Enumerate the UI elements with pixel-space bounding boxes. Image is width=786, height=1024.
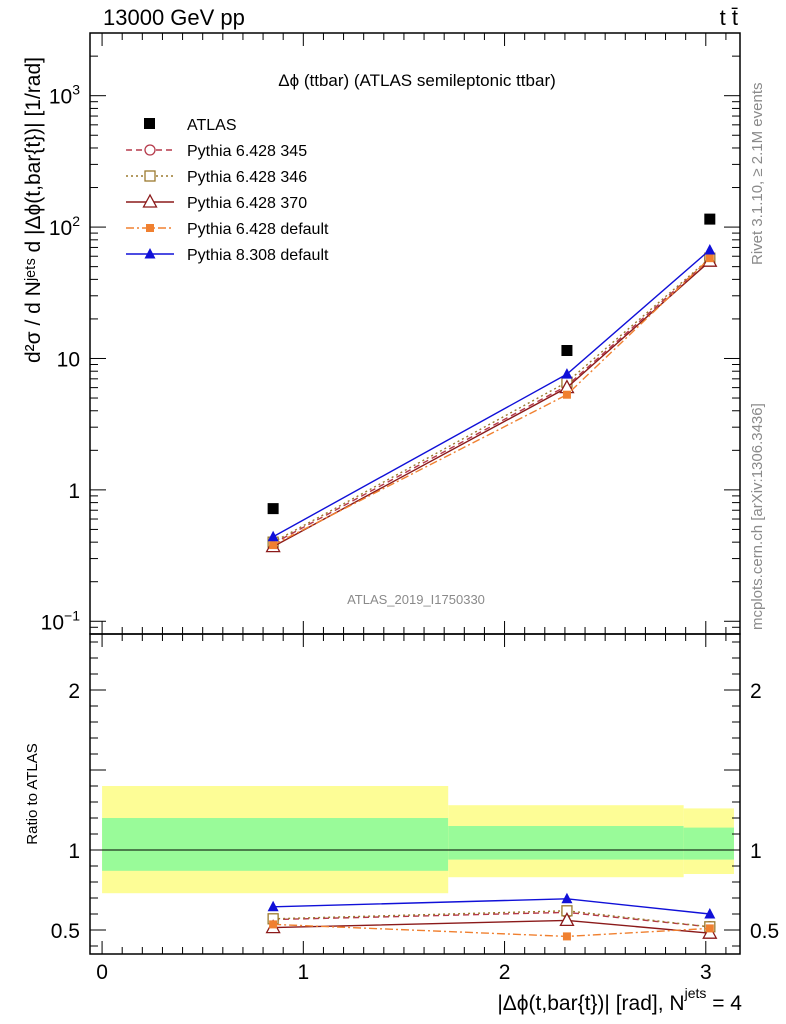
legend-label-pythia-8-308-default: Pythia 8.308 default: [187, 247, 329, 264]
ratio-line-pythia-6-428-346: [273, 910, 710, 928]
ratio-y-tick-label-right: 0.5: [750, 920, 779, 943]
main-point-pythia-8-308-default: [267, 530, 279, 542]
analysis-watermark: ATLAS_2019_I1750330: [347, 592, 485, 607]
legend-marker-pythia-6-428-346: [144, 170, 156, 182]
y-tick-label-exponent: 3: [72, 82, 80, 98]
atlas-data-point: [704, 213, 716, 225]
legend-label-pythia-6-428-default: Pythia 6.428 default: [187, 221, 329, 238]
ratio-point-pythia-6-428-370: [559, 912, 575, 927]
atlas-data-point: [267, 503, 279, 515]
legend-marker-pythia-6-428-370: [142, 193, 158, 208]
ratio-y-axis-label: Ratio to ATLAS: [24, 743, 41, 844]
header-process-label: 13000 GeV pp: [103, 5, 245, 30]
main-line-pythia-6-428-370: [272, 260, 711, 548]
series-group: [265, 213, 718, 941]
ratio-y-tick-label: 2: [68, 680, 80, 703]
ratio-point-pythia-8-308-default: [561, 892, 573, 904]
plot-title: Δϕ (ttbar) (ATLAS semileptonic ttbar): [278, 71, 556, 90]
legend-label-pythia-6-428-346: Pythia 6.428 346: [187, 169, 307, 186]
x-tick-label: 0: [96, 961, 108, 984]
x-tick-label: 2: [499, 961, 511, 984]
ratio-point-pythia-8-308-default: [267, 900, 279, 912]
main-point-pythia-6-428-default: [269, 541, 278, 550]
ratio-band-green: [448, 826, 684, 860]
header-ttbar-label: t t̄: [720, 5, 738, 30]
legend: ATLAS Pythia 6.428 345 Pythia 6.428 346 Pyt…: [126, 117, 329, 264]
main-line-pythia-8-308-default: [272, 249, 711, 538]
legend-label-pythia-6-428-370: Pythia 6.428 370: [187, 195, 307, 212]
y-tick-label-base: 10: [41, 611, 64, 634]
atlas-data-point: [561, 345, 573, 357]
legend-marker-atlas: [144, 118, 155, 129]
ratio-point-pythia-6-428-default: [562, 932, 571, 941]
ratio-band-green: [102, 818, 449, 871]
y-tick-label: 1: [68, 480, 80, 503]
x-axis-label: |Δϕ(t,bar{t})| [rad], Njets = 4: [497, 985, 742, 1015]
legend-label-atlas: ATLAS: [187, 117, 237, 134]
x-tick-label: 3: [700, 961, 712, 984]
legend-label-pythia-6-428-345: Pythia 6.428 345: [187, 143, 307, 160]
ratio-y-tick-label-right: 1: [750, 840, 762, 863]
x-axis-label-tail: = 4: [706, 992, 742, 1015]
y-tick-label-exponent: 2: [72, 213, 80, 229]
y-tick-label-base: 10: [57, 348, 80, 371]
ratio-band-green: [683, 827, 734, 860]
y-tick-label: 10−1: [41, 607, 81, 634]
legend-marker-pythia-8-308-default: [144, 248, 156, 259]
main-point-pythia-8-308-default: [704, 243, 716, 255]
main-point-pythia-6-428-default: [562, 390, 571, 399]
y-tick-label: 10: [57, 348, 80, 371]
x-axis-label-superscript: jets: [684, 985, 707, 1001]
ratio-bands: [90, 786, 740, 894]
rivet-version-label: Rivet 3.1.10, ≥ 2.1M events: [749, 83, 766, 266]
ratio-point-pythia-6-428-default: [705, 924, 714, 933]
main-line-pythia-6-428-default: [272, 257, 711, 546]
legend-marker-pythia-6-428-345: [144, 144, 156, 156]
y-tick-label: 103: [49, 82, 80, 109]
y-tick-label-exponent: −1: [64, 607, 80, 623]
x-tick-label: 1: [297, 961, 309, 984]
main-y-axis-label: d²σ / d Nʲᵉᵗˢ d |Δϕ(t,bar{t})| [1/rad]: [22, 57, 45, 363]
ratio-y-tick-label: 0.5: [51, 920, 80, 943]
y-tick-label: 102: [49, 213, 80, 240]
main-point-pythia-8-308-default: [561, 368, 573, 379]
legend-marker-pythia-6-428-default: [146, 224, 154, 232]
mcplots-label: mcplots.cern.ch [arXiv:1306.3436]: [749, 403, 766, 630]
main-point-pythia-6-428-default: [705, 254, 714, 263]
ratio-point-pythia-6-428-default: [269, 920, 278, 929]
y-tick-label-base: 10: [49, 86, 72, 109]
ratio-line-pythia-8-308-default: [273, 898, 710, 915]
ratio-point-pythia-8-308-default: [704, 908, 716, 919]
ratio-y-tick-label: 1: [68, 840, 80, 863]
y-tick-label-base: 1: [68, 480, 80, 503]
ratio-y-tick-label-right: 2: [750, 680, 762, 703]
ratio-panel-frame: [89, 633, 741, 955]
main-line-pythia-6-428-346: [272, 257, 711, 543]
y-tick-label-base: 10: [49, 217, 72, 240]
x-axis-label-main: |Δϕ(t,bar{t})| [rad], N: [497, 992, 684, 1015]
